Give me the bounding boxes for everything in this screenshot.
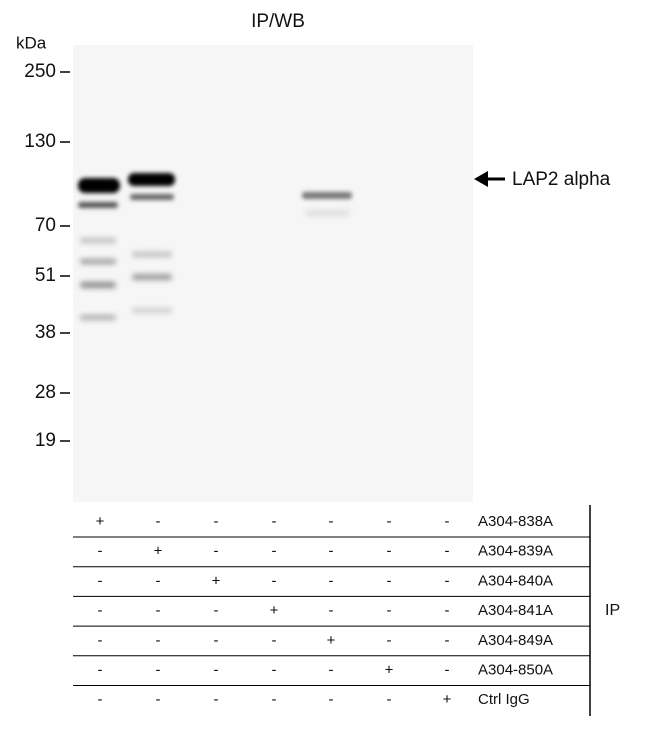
marker-label: 250 (24, 61, 56, 82)
sign-cell: - (329, 661, 334, 678)
arrowhead (474, 171, 488, 187)
sign-cell: - (272, 632, 277, 649)
sign-cell: - (329, 602, 334, 619)
blot-membrane (73, 45, 473, 502)
sign-cell: - (156, 513, 161, 530)
marker-label: 130 (24, 131, 56, 152)
marker-label: 38 (35, 322, 56, 343)
marker-label: 19 (35, 430, 56, 451)
row-label: A304-841A (478, 602, 553, 619)
sign-cell: - (272, 513, 277, 530)
sign-cell: + (385, 661, 394, 678)
sign-cell: - (214, 513, 219, 530)
sign-cell: - (214, 661, 219, 678)
marker-label: 28 (35, 382, 56, 403)
sign-cell: - (98, 602, 103, 619)
marker-label: 51 (35, 265, 56, 286)
sign-cell: - (272, 543, 277, 560)
sign-cell: - (329, 543, 334, 560)
sign-cell: - (98, 661, 103, 678)
sign-cell: - (445, 632, 450, 649)
sign-cell: + (270, 602, 279, 619)
sign-cell: - (329, 572, 334, 589)
sign-cell: + (327, 632, 336, 649)
sign-cell: + (154, 543, 163, 560)
row-label: A304-839A (478, 543, 553, 560)
sign-cell: - (98, 632, 103, 649)
sign-cell: - (156, 691, 161, 708)
sign-cell: - (387, 572, 392, 589)
sign-cell: - (214, 602, 219, 619)
sign-cell: - (156, 632, 161, 649)
sign-cell: - (445, 543, 450, 560)
marker-label: 70 (35, 215, 56, 236)
sign-cell: - (387, 691, 392, 708)
sign-cell: - (214, 543, 219, 560)
sign-cell: - (156, 572, 161, 589)
sign-cell: - (387, 632, 392, 649)
sign-cell: - (98, 543, 103, 560)
band-label: LAP2 alpha (512, 169, 611, 190)
row-label: A304-850A (478, 661, 553, 678)
row-label: Ctrl IgG (478, 691, 530, 708)
sign-cell: + (443, 691, 452, 708)
sign-cell: - (445, 661, 450, 678)
unit-label: kDa (16, 33, 47, 52)
row-label: A304-838A (478, 513, 553, 530)
sign-cell: - (387, 513, 392, 530)
sign-cell: - (156, 602, 161, 619)
row-label: A304-849A (478, 632, 553, 649)
sign-cell: - (98, 691, 103, 708)
sign-cell: - (214, 691, 219, 708)
sign-cell: - (329, 691, 334, 708)
bands (78, 173, 352, 320)
sign-cell: - (445, 513, 450, 530)
sign-cell: - (214, 632, 219, 649)
sign-cell: - (272, 691, 277, 708)
sign-cell: - (272, 572, 277, 589)
sign-cell: - (98, 572, 103, 589)
sign-cell: - (156, 661, 161, 678)
sign-cell: - (445, 602, 450, 619)
sign-cell: - (387, 602, 392, 619)
row-label: A304-840A (478, 572, 553, 589)
title: IP/WB (251, 11, 305, 32)
sign-cell: - (387, 543, 392, 560)
sign-cell: - (272, 661, 277, 678)
sign-cell: - (329, 513, 334, 530)
sign-cell: + (212, 572, 221, 589)
sign-cell: + (96, 513, 105, 530)
side-label: IP (605, 602, 620, 619)
sign-cell: - (445, 572, 450, 589)
